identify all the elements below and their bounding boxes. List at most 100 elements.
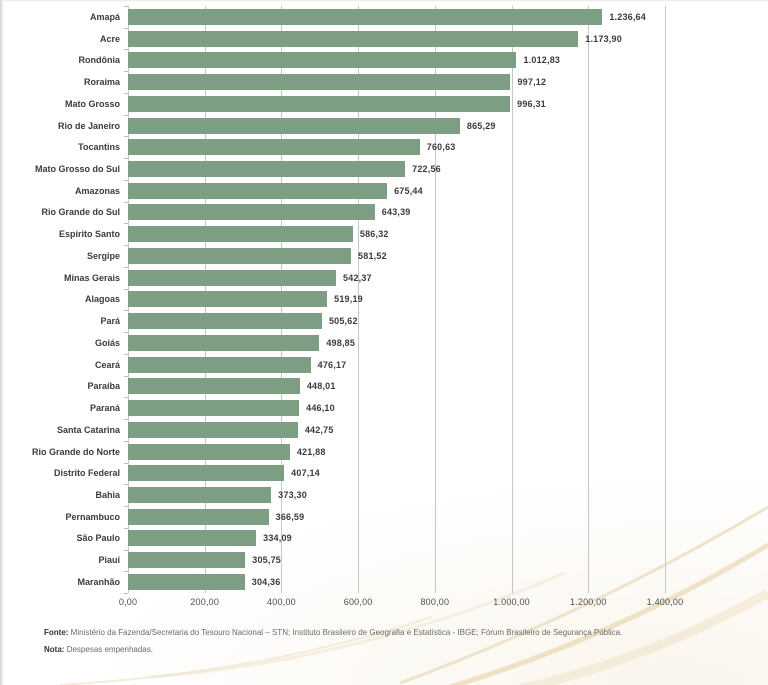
bar: [128, 334, 320, 351]
category-label: Tocantins: [78, 142, 120, 153]
category-axis-tick: [124, 114, 128, 116]
bar-row: 498,85: [128, 332, 665, 354]
bar: [128, 465, 285, 482]
bar-row: 421,88: [128, 441, 665, 463]
bar-row: 722,56: [128, 158, 665, 180]
gridline: [511, 6, 513, 593]
value-label: 373,30: [278, 490, 307, 501]
value-label: 305,75: [252, 555, 281, 566]
bar-row: 448,01: [128, 375, 665, 397]
value-label: 448,01: [306, 381, 336, 392]
bar: [128, 552, 246, 569]
value-label: 675,44: [394, 185, 423, 196]
note-label: Nota:: [44, 645, 65, 654]
category-axis-tick: [124, 223, 128, 225]
category-axis-tick: [124, 375, 128, 377]
bar: [128, 487, 272, 504]
x-axis-tick-label: 1.400,00: [646, 597, 684, 607]
category-axis-tick: [124, 506, 128, 508]
source-label: Fonte:: [44, 628, 69, 637]
gridline: [358, 6, 360, 593]
category-axis-tick: [124, 353, 128, 355]
bar-row: 865,29: [128, 115, 665, 137]
value-label: 643,39: [381, 207, 411, 218]
category-axis-tick: [124, 397, 128, 399]
value-label: 421,88: [296, 446, 326, 457]
category-axis-tick: [124, 462, 128, 464]
bar-row: 675,44: [128, 180, 665, 202]
bar: [128, 8, 603, 25]
category-label: Maranhão: [77, 576, 120, 587]
x-axis-tick-label: 400,00: [267, 597, 296, 607]
value-label: 366,59: [275, 511, 305, 522]
bar: [128, 74, 511, 91]
bar: [128, 161, 406, 177]
x-axis-tick-label: 200,00: [190, 597, 220, 607]
category-label: Sergipe: [86, 250, 120, 261]
category-axis-tick: [124, 571, 128, 573]
category-axis-tick: [124, 527, 128, 529]
category-axis-tick: [124, 6, 128, 7]
category-axis-tick: [124, 549, 128, 551]
category-label: Rio Grande do Norte: [31, 446, 120, 457]
category-axis-tick: [124, 201, 128, 203]
value-label: 542,37: [343, 272, 372, 283]
category-axis-tick: [124, 245, 128, 247]
category-label: Paraíba: [87, 381, 120, 392]
bar-row: 581,52: [128, 245, 665, 267]
x-axis-tick-label: 1.200,00: [569, 597, 607, 607]
bar-row: 542,37: [128, 267, 665, 289]
bar: [128, 52, 517, 69]
category-label: Santa Catarina: [56, 424, 120, 435]
category-axis: Amapá Acre Rondônia Roraima Mato Grosso Rio d…: [0, 6, 120, 593]
category-label: Mato Grosso: [64, 98, 120, 109]
gridline: [588, 6, 590, 593]
bar-row: 373,30: [128, 484, 665, 506]
bar: [128, 508, 269, 525]
x-axis-tick-label: 800,00: [420, 597, 450, 607]
category-label: Goiás: [94, 337, 120, 348]
category-axis-tick: [124, 484, 128, 486]
value-label: 446,10: [306, 403, 335, 414]
x-axis-tick-label: 600,00: [343, 597, 373, 607]
bar-row: 305,75: [128, 549, 665, 571]
value-label: 476,17: [317, 359, 347, 370]
category-axis-tick: [124, 266, 128, 268]
value-label: 1.012,83: [523, 55, 561, 66]
bar-row: 407,14: [128, 462, 665, 484]
bar: [128, 356, 311, 373]
bar-row: 366,59: [128, 506, 665, 528]
page-top-edge: [0, 0, 768, 2]
bar: [128, 95, 511, 112]
category-axis-tick: [124, 71, 128, 73]
category-label: Espírito Santo: [58, 229, 120, 240]
category-axis-tick: [124, 310, 128, 312]
value-label: 334,09: [263, 533, 292, 544]
category-label: Piauí: [98, 555, 120, 566]
bar-row: 1.236,64: [128, 6, 665, 28]
category-label: Distrito Federal: [53, 468, 120, 479]
bar: [128, 247, 352, 264]
category-label: Rio Grande do Sul: [41, 207, 120, 218]
category-axis-tick: [124, 92, 128, 94]
bar: [128, 573, 245, 590]
bar: [128, 30, 579, 47]
category-label: São Paulo: [76, 533, 120, 544]
value-label: 760,63: [426, 142, 456, 153]
bar-row: 586,32: [128, 223, 665, 245]
gridline: [434, 6, 436, 593]
value-label: 1.236,64: [609, 11, 646, 22]
category-axis-tick: [124, 440, 128, 442]
value-label: 519,19: [334, 294, 363, 305]
value-label: 997,12: [517, 77, 547, 88]
category-label: Rio de Janeiro: [57, 120, 120, 131]
bar-row: 442,75: [128, 419, 665, 441]
category-axis-tick: [124, 158, 128, 160]
category-label: Acre: [99, 33, 120, 44]
bar-row: 446,10: [128, 397, 665, 419]
category-axis-tick: [124, 179, 128, 181]
x-axis-tick-label: 1.000,00: [493, 597, 530, 607]
value-label: 442,75: [304, 424, 334, 435]
bar: [128, 530, 257, 547]
